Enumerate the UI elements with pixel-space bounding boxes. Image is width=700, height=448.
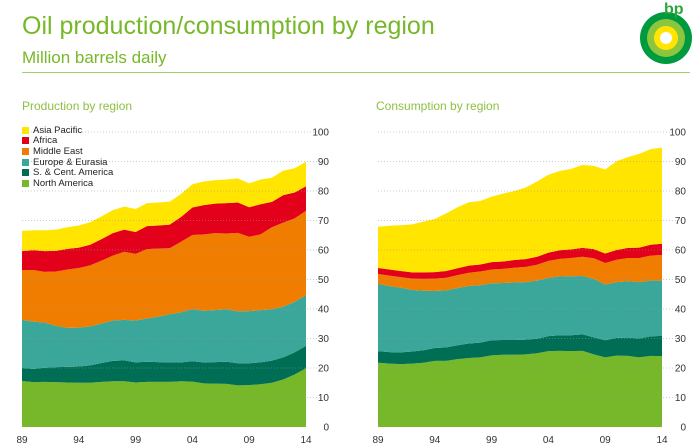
- consumption-area-north-america: [378, 350, 662, 427]
- legend-swatch-sc-america: [22, 169, 29, 177]
- helios-icon: [640, 12, 692, 64]
- production-ytick-100: 100: [312, 128, 329, 139]
- production-area-s-cent-america: [22, 345, 306, 386]
- legend-swatch-africa: [22, 137, 29, 145]
- consumption-chart-title: Consumption by region: [376, 99, 500, 113]
- consumption-ytick-60: 60: [675, 246, 687, 257]
- consumption-ytick-80: 80: [675, 187, 687, 198]
- consumption-xtick-09: 09: [600, 435, 612, 446]
- production-xtick-89: 89: [16, 435, 28, 446]
- legend-label-africa: Africa: [33, 135, 58, 147]
- production-xtick-09: 09: [244, 435, 256, 446]
- consumption-ytick-50: 50: [675, 275, 687, 286]
- production-xtick-04: 04: [187, 435, 199, 446]
- consumption-ytick-90: 90: [675, 157, 687, 168]
- consumption-xtick-89: 89: [372, 435, 384, 446]
- consumption-ytick-20: 20: [675, 364, 687, 375]
- consumption-ytick-10: 10: [675, 393, 687, 404]
- production-xtick-94: 94: [73, 435, 85, 446]
- consumption-ytick-30: 30: [675, 334, 687, 345]
- legend-label-europe-eurasia: Europe & Eurasia: [33, 156, 108, 168]
- consumption-area-s-cent-america: [378, 334, 662, 365]
- legend-item-sc-america: S. & Cent. America: [22, 167, 113, 178]
- production-legend: Asia Pacific Africa Middle East Europe &…: [22, 125, 113, 189]
- production-xtick-14: 14: [300, 435, 312, 446]
- production-ytick-90: 90: [318, 157, 330, 168]
- logo-text: bp: [664, 1, 684, 18]
- production-chart-title: Production by region: [22, 99, 133, 113]
- page-subtitle: Million barrels daily: [22, 48, 167, 67]
- legend-item-africa: Africa: [22, 135, 113, 147]
- legend-label-middle-east: Middle East: [33, 145, 83, 157]
- consumption-area-asia-pacific: [378, 147, 662, 273]
- production-ytick-0: 0: [323, 423, 329, 434]
- consumption-ytick-70: 70: [675, 216, 687, 227]
- legend-item-north-america: North America: [22, 178, 113, 189]
- consumption-xtick-14: 14: [656, 435, 668, 446]
- consumption-xtick-99: 99: [486, 435, 498, 446]
- production-ytick-60: 60: [318, 246, 330, 257]
- production-area-asia-pacific: [22, 161, 306, 252]
- production-ytick-20: 20: [318, 364, 330, 375]
- production-area-middle-east: [22, 210, 306, 328]
- legend-item-europe-eurasia: Europe & Eurasia: [22, 157, 113, 168]
- production-ytick-70: 70: [318, 216, 330, 227]
- production-ytick-50: 50: [318, 275, 330, 286]
- production-ytick-10: 10: [318, 393, 330, 404]
- title-divider: [22, 72, 690, 73]
- production-ytick-30: 30: [318, 334, 330, 345]
- consumption-area-middle-east: [378, 255, 662, 292]
- legend-swatch-middle-east: [22, 147, 29, 155]
- consumption-ytick-0: 0: [680, 423, 686, 434]
- bp-helios-logo: [640, 12, 692, 64]
- legend-label-sc-america: S. & Cent. America: [33, 167, 114, 179]
- legend-label-asia-pacific: Asia Pacific: [33, 124, 83, 136]
- production-area-europe-eurasia: [22, 295, 306, 369]
- consumption-area-africa: [378, 243, 662, 279]
- legend-swatch-europe-eurasia: [22, 158, 29, 166]
- consumption-ytick-40: 40: [675, 305, 687, 316]
- production-ytick-80: 80: [318, 187, 330, 198]
- consumption-xtick-94: 94: [429, 435, 441, 446]
- consumption-area-europe-eurasia: [378, 275, 662, 353]
- consumption-xtick-04: 04: [543, 435, 555, 446]
- page-title: Oil production/consumption by region: [22, 12, 435, 40]
- legend-item-middle-east: Middle East: [22, 146, 113, 157]
- legend-item-asia-pacific: Asia Pacific: [22, 125, 113, 136]
- production-xtick-99: 99: [130, 435, 142, 446]
- production-ytick-40: 40: [318, 305, 330, 316]
- legend-swatch-asia-pacific: [22, 126, 29, 134]
- legend-label-north-america: North America: [33, 177, 94, 189]
- consumption-ytick-100: 100: [669, 128, 686, 139]
- production-area-africa: [22, 186, 306, 272]
- legend-swatch-north-america: [22, 179, 29, 187]
